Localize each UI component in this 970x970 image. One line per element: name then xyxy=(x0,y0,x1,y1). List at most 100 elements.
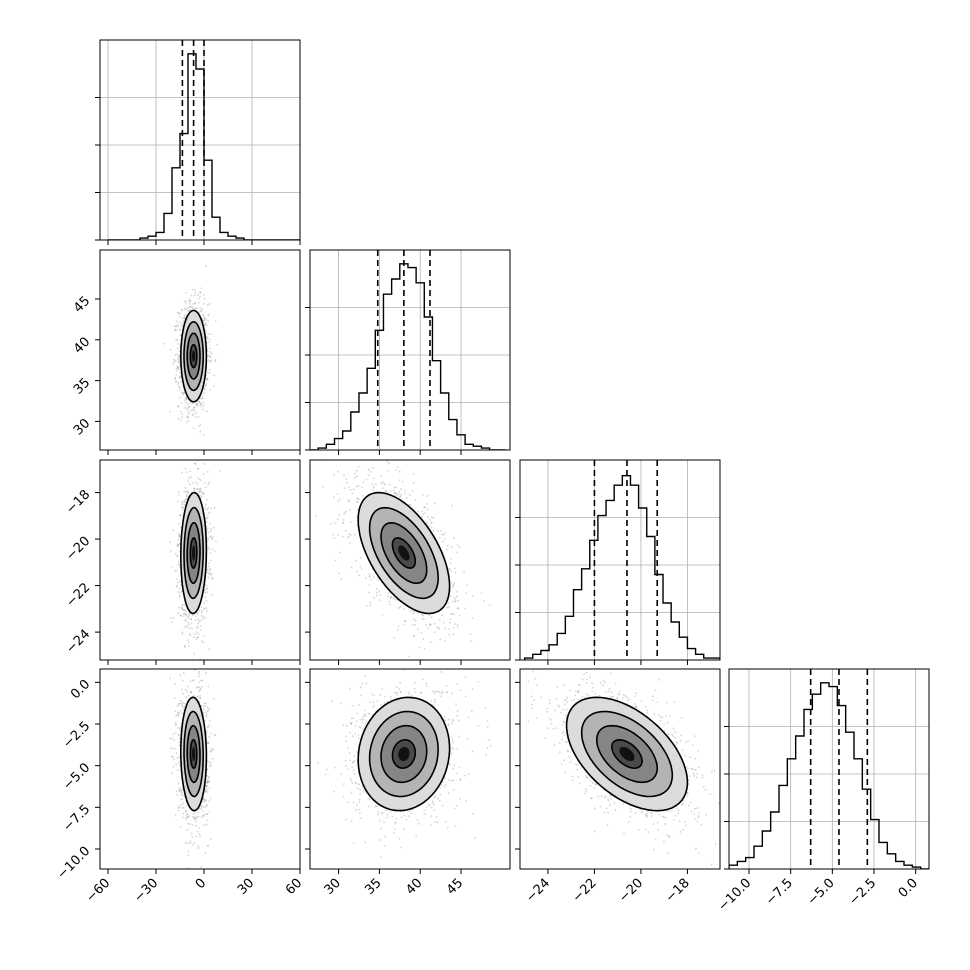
scatter-point xyxy=(197,311,200,313)
scatter-point xyxy=(348,533,351,536)
scatter-point xyxy=(169,747,172,750)
scatter-point xyxy=(457,626,459,628)
scatter-point xyxy=(395,492,398,495)
scatter-point xyxy=(188,623,190,626)
scatter-point xyxy=(200,614,203,617)
scatter-point xyxy=(412,610,415,613)
scatter-point xyxy=(196,613,199,616)
scatter-point xyxy=(208,531,210,534)
scatter-point xyxy=(455,590,458,593)
scatter-point xyxy=(208,369,211,371)
scatter-point xyxy=(435,626,438,629)
scatter-point xyxy=(207,512,210,515)
scatter-point xyxy=(192,653,194,655)
scatter-point xyxy=(170,550,172,552)
scatter-point xyxy=(355,469,358,472)
scatter-point xyxy=(410,610,412,612)
scatter-point xyxy=(448,633,451,636)
scatter-point xyxy=(430,616,433,619)
panel-frame xyxy=(728,668,930,870)
scatter-point xyxy=(369,601,372,604)
scatter-point xyxy=(201,308,204,311)
scatter-point xyxy=(177,612,180,614)
scatter-point xyxy=(186,615,189,618)
scatter-point xyxy=(198,647,200,649)
scatter-point xyxy=(203,387,206,390)
scatter-point xyxy=(192,307,195,310)
scatter-point xyxy=(184,614,187,617)
scatter-point xyxy=(197,618,200,621)
scatter-point xyxy=(177,544,180,546)
scatter-point xyxy=(400,488,403,490)
scatter-point xyxy=(191,836,194,838)
scatter-point xyxy=(322,486,324,488)
scatter-point xyxy=(353,533,356,536)
scatter-point xyxy=(162,342,165,345)
scatter-point xyxy=(176,365,178,368)
scatter-point xyxy=(401,480,404,483)
scatter-point xyxy=(194,307,197,310)
scatter-point xyxy=(403,608,406,611)
scatter-point xyxy=(337,500,340,503)
scatter-point xyxy=(351,492,354,495)
scatter-point xyxy=(191,843,194,846)
scatter-point xyxy=(443,640,446,642)
scatter-point xyxy=(203,317,206,320)
scatter-point xyxy=(448,627,451,630)
scatter-point xyxy=(202,408,204,411)
scatter-point xyxy=(199,491,201,494)
scatter-point xyxy=(178,744,181,747)
scatter-point xyxy=(337,534,339,537)
scatter-point xyxy=(205,671,207,674)
scatter-point xyxy=(420,516,423,519)
scatter-point xyxy=(409,503,412,506)
scatter-point xyxy=(186,626,189,629)
scatter-point xyxy=(345,477,348,480)
scatter-point xyxy=(171,737,173,740)
scatter-point xyxy=(185,490,188,493)
scatter-point xyxy=(187,416,189,418)
scatter-point xyxy=(465,592,468,594)
scatter-point xyxy=(343,487,346,489)
scatter-point xyxy=(451,584,454,587)
scatter-point xyxy=(169,410,171,413)
scatter-point xyxy=(186,309,189,312)
scatter-point xyxy=(209,552,212,554)
hist-panel-2 xyxy=(305,249,511,455)
scatter-point xyxy=(340,578,343,580)
scatter-point xyxy=(428,525,430,528)
contour-line xyxy=(380,521,428,585)
scatter-point xyxy=(431,516,433,519)
scatter-point xyxy=(184,620,187,623)
scatter-point xyxy=(203,635,206,637)
scatter-point xyxy=(185,421,188,424)
scatter-point xyxy=(204,596,207,599)
scatter-point xyxy=(206,568,209,571)
scatter-point xyxy=(183,645,186,647)
scatter-point xyxy=(182,806,185,809)
scatter-point xyxy=(176,500,179,503)
scatter-point xyxy=(209,361,211,364)
scatter-point xyxy=(185,398,188,401)
scatter-point xyxy=(193,407,195,409)
scatter-point xyxy=(178,385,181,388)
scatter-panel-2-3 xyxy=(305,459,511,665)
scatter-point xyxy=(206,304,209,306)
scatter-point xyxy=(196,402,199,405)
scatter-point xyxy=(185,498,188,501)
scatter-point xyxy=(413,635,416,637)
scatter-point xyxy=(179,380,182,383)
scatter-point xyxy=(174,380,177,383)
scatter-point xyxy=(177,354,180,357)
scatter-point xyxy=(448,568,451,570)
scatter-point xyxy=(205,785,208,787)
scatter-point xyxy=(356,570,358,573)
scatter-point xyxy=(190,622,193,625)
scatter-point xyxy=(201,492,204,495)
scatter-point xyxy=(375,588,378,590)
scatter-point xyxy=(183,392,186,394)
scatter-point xyxy=(179,312,182,315)
scatter-point xyxy=(210,360,213,363)
scatter-point xyxy=(449,570,452,573)
scatter-point xyxy=(463,570,465,573)
